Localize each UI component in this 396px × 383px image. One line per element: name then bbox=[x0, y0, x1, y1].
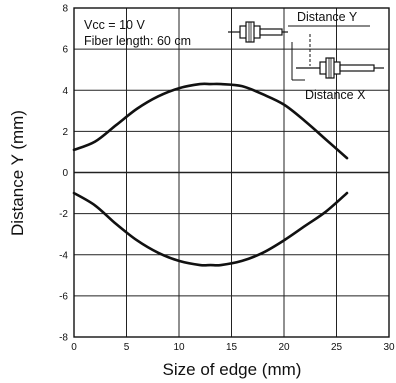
y-tick-label: -4 bbox=[59, 250, 68, 261]
label-distance-y: Distance Y bbox=[297, 10, 358, 24]
y-tick-label: -8 bbox=[59, 333, 68, 344]
y-tick-label: 6 bbox=[62, 45, 68, 56]
condition-fiber-length: Fiber length: 60 cm bbox=[84, 34, 191, 48]
x-tick-label: 30 bbox=[383, 342, 395, 353]
grid bbox=[74, 8, 389, 337]
condition-vcc: Vcc = 10 V bbox=[84, 18, 145, 32]
x-tick-label: 0 bbox=[71, 342, 77, 353]
y-tick-label: -2 bbox=[59, 209, 68, 220]
curves bbox=[72, 82, 349, 267]
x-tick-label: 25 bbox=[331, 342, 343, 353]
x-tick-labels: 0 5 10 15 20 25 30 bbox=[71, 342, 395, 353]
y-tick-label: 8 bbox=[62, 4, 68, 15]
label-distance-x: Distance X bbox=[305, 88, 366, 102]
sensor-diagram bbox=[228, 21, 384, 81]
lower-boundary-curve bbox=[72, 191, 349, 267]
x-tick-label: 10 bbox=[173, 342, 185, 353]
y-tick-labels: -8 -6 -4 -2 0 2 4 6 8 bbox=[59, 4, 68, 344]
y-tick-label: 0 bbox=[62, 168, 68, 179]
x-tick-label: 5 bbox=[124, 342, 130, 353]
x-tick-label: 15 bbox=[226, 342, 238, 353]
upper-boundary-curve bbox=[72, 82, 349, 160]
y-tick-label: 2 bbox=[62, 127, 68, 138]
y-tick-label: 4 bbox=[62, 86, 68, 97]
fiber-head-bottom-icon bbox=[296, 57, 384, 79]
x-tick-label: 20 bbox=[278, 342, 290, 353]
y-axis-label: Distance Y (mm) bbox=[8, 110, 27, 236]
plot-frame bbox=[73, 7, 390, 338]
y-tick-label: -6 bbox=[59, 291, 68, 302]
fiber-head-top-icon bbox=[228, 21, 288, 43]
x-axis-label: Size of edge (mm) bbox=[163, 360, 302, 379]
